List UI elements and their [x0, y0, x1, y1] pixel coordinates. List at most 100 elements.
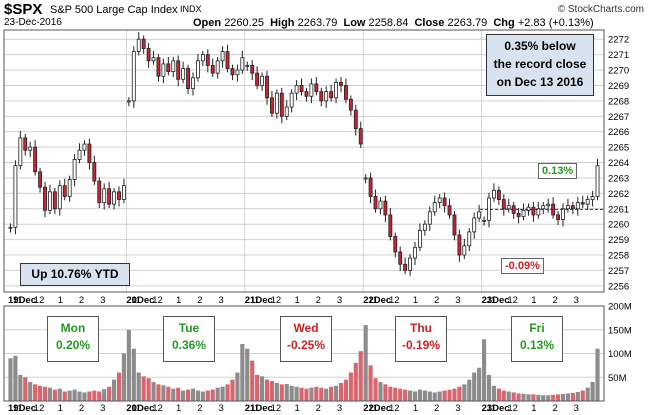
price-panel-frame	[3, 29, 605, 293]
volume-bar	[255, 374, 260, 401]
volume-bar	[8, 358, 13, 401]
candle-body	[432, 202, 437, 213]
record-note-line-2: the record close	[493, 57, 587, 71]
candle-body	[260, 75, 264, 86]
day-name: Tue	[178, 321, 200, 335]
time-tick-label: 12	[152, 403, 163, 414]
time-tick-label: 1	[294, 295, 299, 306]
volume-bar	[353, 363, 358, 401]
candle-body	[225, 51, 230, 69]
price-tick-label: 2257	[608, 266, 629, 277]
time-tick-label: 12	[271, 403, 282, 414]
candle-body	[87, 143, 92, 163]
index-name: S&P 500 Large Cap Index	[50, 4, 178, 16]
candle-body	[309, 83, 314, 97]
volume-bar	[432, 392, 437, 401]
time-tick-label: 12	[389, 403, 400, 414]
volume-bar	[18, 374, 23, 401]
candle-body	[482, 219, 486, 222]
stockcharts-credit: © StockCharts.com	[557, 4, 644, 15]
candle-body	[526, 206, 531, 211]
volume-bar	[348, 372, 353, 401]
volume-bars	[8, 325, 600, 401]
time-tick-label: 3	[337, 295, 342, 306]
volume-bar	[181, 390, 186, 401]
time-tick-label: 11	[13, 295, 23, 306]
volume-bar	[82, 392, 87, 401]
candle-body	[595, 165, 600, 197]
time-tick-label: 19Dec	[8, 403, 36, 414]
volume-bar	[13, 355, 18, 401]
volume-bar	[472, 372, 477, 401]
volume-bar	[343, 379, 349, 401]
low-value: 2258.84	[368, 17, 409, 29]
candle-body	[501, 199, 506, 210]
volume-bar	[555, 394, 561, 401]
volume-bar	[156, 384, 161, 401]
time-tick-label: 1	[176, 295, 181, 306]
day-change: 0.20%	[55, 338, 91, 352]
candle-body	[265, 75, 269, 99]
time-tick-label: 3	[218, 295, 223, 306]
time-tick-label: 1	[413, 295, 418, 306]
candle-body	[477, 211, 482, 219]
volume-bar	[338, 382, 344, 401]
time-tick-label: 2	[197, 403, 202, 414]
time-tick-label: 2	[79, 403, 84, 414]
candle-body	[467, 231, 472, 247]
volume-bar	[72, 389, 77, 401]
candle-body	[531, 206, 536, 216]
ohlc-readout: Open 2260.25 High 2263.79 Low 2258.84 Cl…	[193, 17, 594, 29]
volume-bar	[437, 391, 442, 401]
time-tick-label: 11	[13, 403, 23, 414]
volume-bar	[215, 387, 220, 401]
time-tick-label: 23Dec	[482, 295, 510, 306]
volume-bar	[496, 388, 501, 401]
candle-body	[324, 91, 329, 102]
time-tick-label: 1	[58, 295, 63, 306]
volume-bar	[403, 389, 408, 401]
price-axis-labels: 2256 2257 2258 2259 2260 2261 2262 2263 2264 2265…	[608, 35, 629, 293]
time-tick-label: 1	[413, 403, 418, 414]
price-tick-label: 2266	[608, 127, 629, 138]
time-tick-label: 21Dec	[245, 295, 273, 306]
candle-body	[457, 234, 462, 256]
price-tick-label: 2256	[608, 281, 629, 292]
day-name: Mon	[60, 321, 86, 335]
candle-body	[122, 185, 126, 200]
volume-bar	[274, 382, 279, 401]
volume-bar	[314, 386, 319, 401]
candle-body	[319, 91, 324, 102]
candle-body	[413, 246, 417, 259]
candle-body	[191, 77, 195, 89]
time-tick-label: 11	[368, 403, 378, 414]
time-tick-label: 3	[218, 403, 223, 414]
volume-bar	[486, 374, 492, 401]
last-change-label: 0.13%	[538, 163, 578, 179]
time-tick-label: 2	[316, 403, 321, 414]
candle-body	[575, 202, 580, 210]
volume-bar	[284, 383, 289, 401]
high-label: High	[270, 17, 295, 29]
time-tick-label: 20Dec	[126, 403, 154, 414]
ytd-note: Up 10.76% YTD	[20, 263, 130, 286]
volume-bar	[97, 391, 102, 401]
time-tick-label: 11	[250, 403, 260, 414]
volume-bar	[531, 394, 536, 401]
candle-body	[452, 214, 457, 236]
time-tick-label: 2	[552, 295, 557, 306]
open-value: 2260.25	[224, 17, 264, 29]
candle-body	[363, 177, 368, 180]
candle-body	[28, 146, 33, 151]
candle-body	[561, 208, 565, 220]
candle-body	[176, 60, 181, 80]
candle-body	[521, 209, 526, 217]
volume-bar	[304, 388, 309, 401]
day-box-fri: Fri 0.13%	[511, 316, 563, 362]
volume-bar	[585, 387, 590, 401]
volume-bar	[368, 365, 373, 401]
price-tick-label: 2269	[608, 81, 629, 92]
time-tick-label: 11	[131, 295, 141, 306]
candle-body	[447, 205, 452, 216]
volume-bar	[501, 390, 506, 401]
